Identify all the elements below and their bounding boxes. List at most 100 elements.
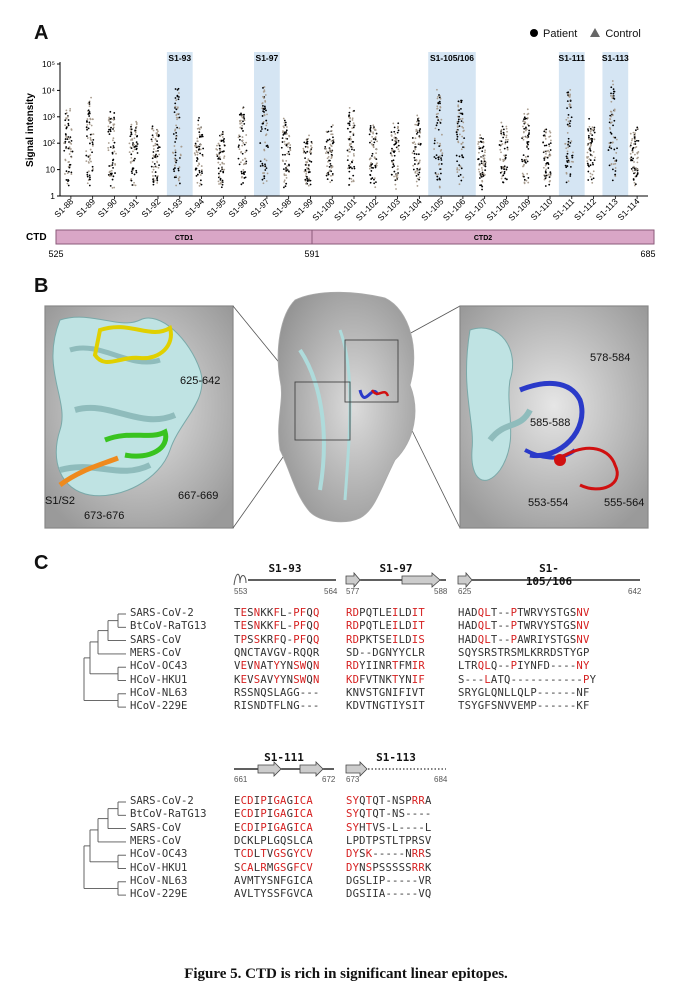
control-point [310,144,312,147]
legend-control-marker [590,28,601,37]
patient-point [306,150,309,153]
control-point [374,186,377,189]
control-point [263,114,266,117]
patient-point [195,160,198,162]
control-point [282,130,284,132]
patient-point [265,109,267,112]
control-point [239,122,242,125]
patient-point [351,148,353,151]
patient-point [372,138,375,140]
phylogenetic-tree [83,801,126,896]
control-point [242,142,245,144]
patient-point [281,153,284,156]
patient-point [69,136,72,139]
control-point [66,182,69,185]
control-point [303,170,306,173]
species-name: SARS-CoV [130,633,182,646]
patient-point [283,186,285,189]
control-point [156,160,158,163]
control-point [175,135,178,138]
patient-point [65,133,67,136]
patient-point [217,157,220,159]
strand-arrow [457,571,473,589]
control-point [371,135,374,138]
highlight-band [428,52,476,196]
sequence-row: HADQLT--PTWRVYSTGSNV [458,607,590,619]
control-point [245,134,248,136]
patient-point [111,178,114,181]
control-point [155,165,158,168]
patient-point [67,147,70,150]
control-point [88,123,91,125]
patient-point [371,177,374,179]
patient-point [198,148,201,150]
control-point [68,137,71,140]
patient-point [265,119,268,122]
control-point [351,159,354,162]
sequence-row: TSYGFSNVVEMP------KF [458,700,590,713]
patient-point [284,121,287,124]
control-point [347,155,349,157]
patient-point [348,164,350,167]
legend: Patient Control [530,28,641,40]
patient-point [158,164,160,167]
patient-point [265,167,268,170]
patient-point [174,88,177,90]
patient-point [71,150,74,153]
species-name: SARS-CoV-2 [130,607,194,619]
control-point [134,184,137,187]
control-point [239,126,242,129]
control-point [351,117,354,120]
epitope-end-number: 672 [322,775,336,784]
control-point [283,174,286,177]
patient-point [157,149,159,152]
sequence-row: SD--DGNYYCLR [346,646,425,659]
patient-point [176,95,179,98]
y-tick-label: 10² [43,138,55,148]
patient-point [263,105,266,108]
patient-point [175,137,178,140]
patient-point [348,138,351,141]
patient-point [151,125,154,128]
control-point [262,182,265,185]
patient-point [285,144,288,147]
patient-point [350,145,353,148]
control-point [196,153,199,156]
epitope-title: S1-105/106 [525,562,573,588]
control-point [112,126,115,129]
patient-point [91,151,93,154]
secondary-structure [345,761,446,777]
patient-point [68,166,71,169]
control-point [241,116,244,119]
control-point [133,148,136,151]
control-point [151,161,154,163]
patient-point [216,155,219,158]
patient-point [109,146,112,149]
control-point [199,148,202,151]
control-point [327,156,330,158]
species-name: MERS-CoV [130,834,182,847]
control-point [68,146,71,149]
patient-point [133,173,136,176]
control-point [283,179,286,182]
patient-point [201,172,203,175]
control-point [285,159,288,162]
patient-point [309,183,312,186]
control-point [353,154,355,157]
patient-point [131,168,134,171]
patient-point [261,115,264,117]
control-point [107,149,110,152]
patient-point [112,145,115,147]
patient-point [264,127,267,130]
patient-point [109,128,112,131]
control-point [194,153,197,156]
patient-point [201,153,204,156]
control-point [216,144,218,147]
epitope-start-number: 625 [458,587,472,596]
control-point [112,139,114,142]
patient-point [243,117,246,120]
patient-point [87,109,90,112]
patient-point [284,123,287,126]
sequence-row: DGSIIA-----VQ [346,888,432,901]
control-point [372,127,375,130]
